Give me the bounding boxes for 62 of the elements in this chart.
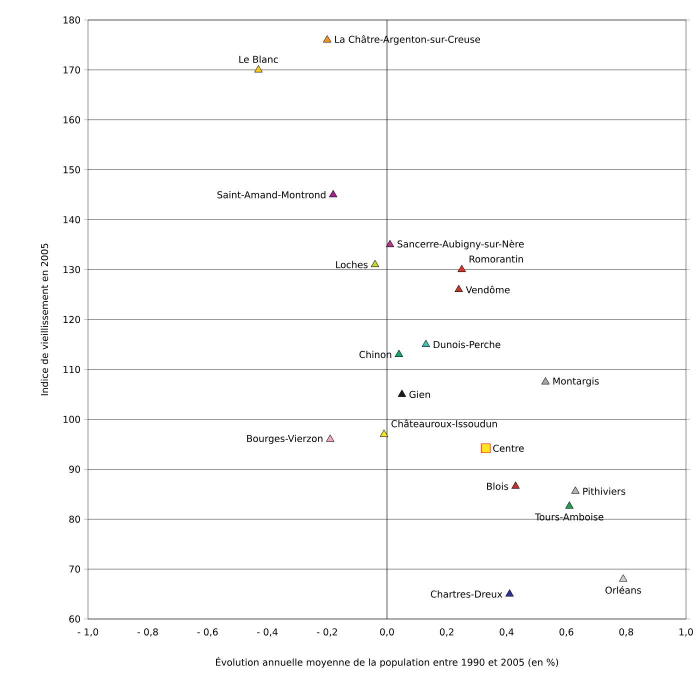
x-tick-label: 0,6 bbox=[560, 628, 574, 636]
series-label: Blois bbox=[487, 482, 508, 490]
point bbox=[394, 350, 404, 357]
point bbox=[329, 190, 338, 198]
y-axis-title: Indice de vieillissement en 2005 bbox=[40, 244, 48, 396]
series-label: Gien bbox=[409, 390, 430, 398]
y-tick-label: 110 bbox=[64, 366, 80, 373]
point bbox=[480, 444, 490, 454]
x-tick-label: 1,0 bbox=[680, 628, 693, 636]
series-label: Chartres-Dreux bbox=[430, 590, 502, 598]
series-label: Loches bbox=[336, 260, 368, 268]
point bbox=[323, 35, 332, 42]
point bbox=[386, 240, 394, 248]
series-label: Romorantin bbox=[470, 255, 523, 263]
point bbox=[511, 481, 520, 489]
y-tick-label: 160 bbox=[64, 116, 80, 124]
point bbox=[541, 377, 550, 384]
y-tick-label: 180 bbox=[64, 16, 80, 24]
series-label: Dunois-Perche bbox=[434, 340, 500, 348]
x-tick-label: - 0,6 bbox=[197, 628, 218, 636]
y-tick-label: 90 bbox=[69, 466, 80, 473]
point bbox=[422, 340, 430, 347]
series-label: Montargis bbox=[553, 377, 599, 386]
point bbox=[565, 501, 574, 509]
series-label: Tours-Amboise bbox=[534, 513, 604, 520]
point bbox=[619, 574, 628, 582]
x-tick-label: 0,0 bbox=[380, 628, 394, 636]
point bbox=[571, 486, 580, 494]
series-label: Le Blanc bbox=[239, 56, 278, 63]
y-tick-label: 60 bbox=[69, 615, 80, 623]
series-label: Bourges-Vierzon bbox=[247, 434, 322, 444]
x-axis-title: Évolution annuelle moyenne de la population entre 1990 et 2005 (en %) bbox=[216, 656, 558, 668]
y-tick-label: 100 bbox=[64, 416, 80, 423]
series-label: Pithiviers bbox=[583, 488, 626, 495]
y-tick-label: 70 bbox=[69, 565, 80, 573]
x-tick-label: 0,8 bbox=[619, 628, 634, 636]
x-tick-label: - 0,8 bbox=[138, 628, 158, 636]
x-tick-label: 0,2 bbox=[440, 628, 454, 636]
y-tick-label: 140 bbox=[64, 216, 80, 224]
x-tick-label: - 1,0 bbox=[78, 628, 98, 636]
series-label: Orléans bbox=[605, 586, 642, 594]
y-tick-label: 130 bbox=[64, 266, 80, 274]
x-tick-label: 0,4 bbox=[500, 628, 514, 636]
point bbox=[326, 434, 334, 442]
point bbox=[398, 390, 406, 397]
series-label: Vendôme bbox=[466, 286, 510, 294]
series-label: Saint-Amand-Montrond bbox=[217, 191, 326, 198]
x-tick-label: - 0,4 bbox=[257, 628, 278, 636]
point bbox=[370, 260, 380, 268]
point bbox=[458, 264, 466, 272]
point bbox=[380, 430, 388, 437]
point bbox=[505, 589, 514, 597]
y-tick-label: 150 bbox=[64, 166, 80, 174]
x-tick-label: - 0,2 bbox=[316, 628, 337, 636]
y-tick-label: 80 bbox=[69, 516, 80, 523]
series-label: Châteauroux-Issoudun bbox=[392, 420, 497, 428]
series-label: Sancerre-Aubigny-sur-Nère bbox=[398, 240, 524, 250]
y-tick-label: 120 bbox=[64, 316, 80, 324]
series-label: Centre bbox=[493, 444, 524, 452]
point bbox=[254, 65, 263, 72]
point bbox=[454, 284, 463, 292]
y-tick-label: 170 bbox=[64, 66, 80, 74]
